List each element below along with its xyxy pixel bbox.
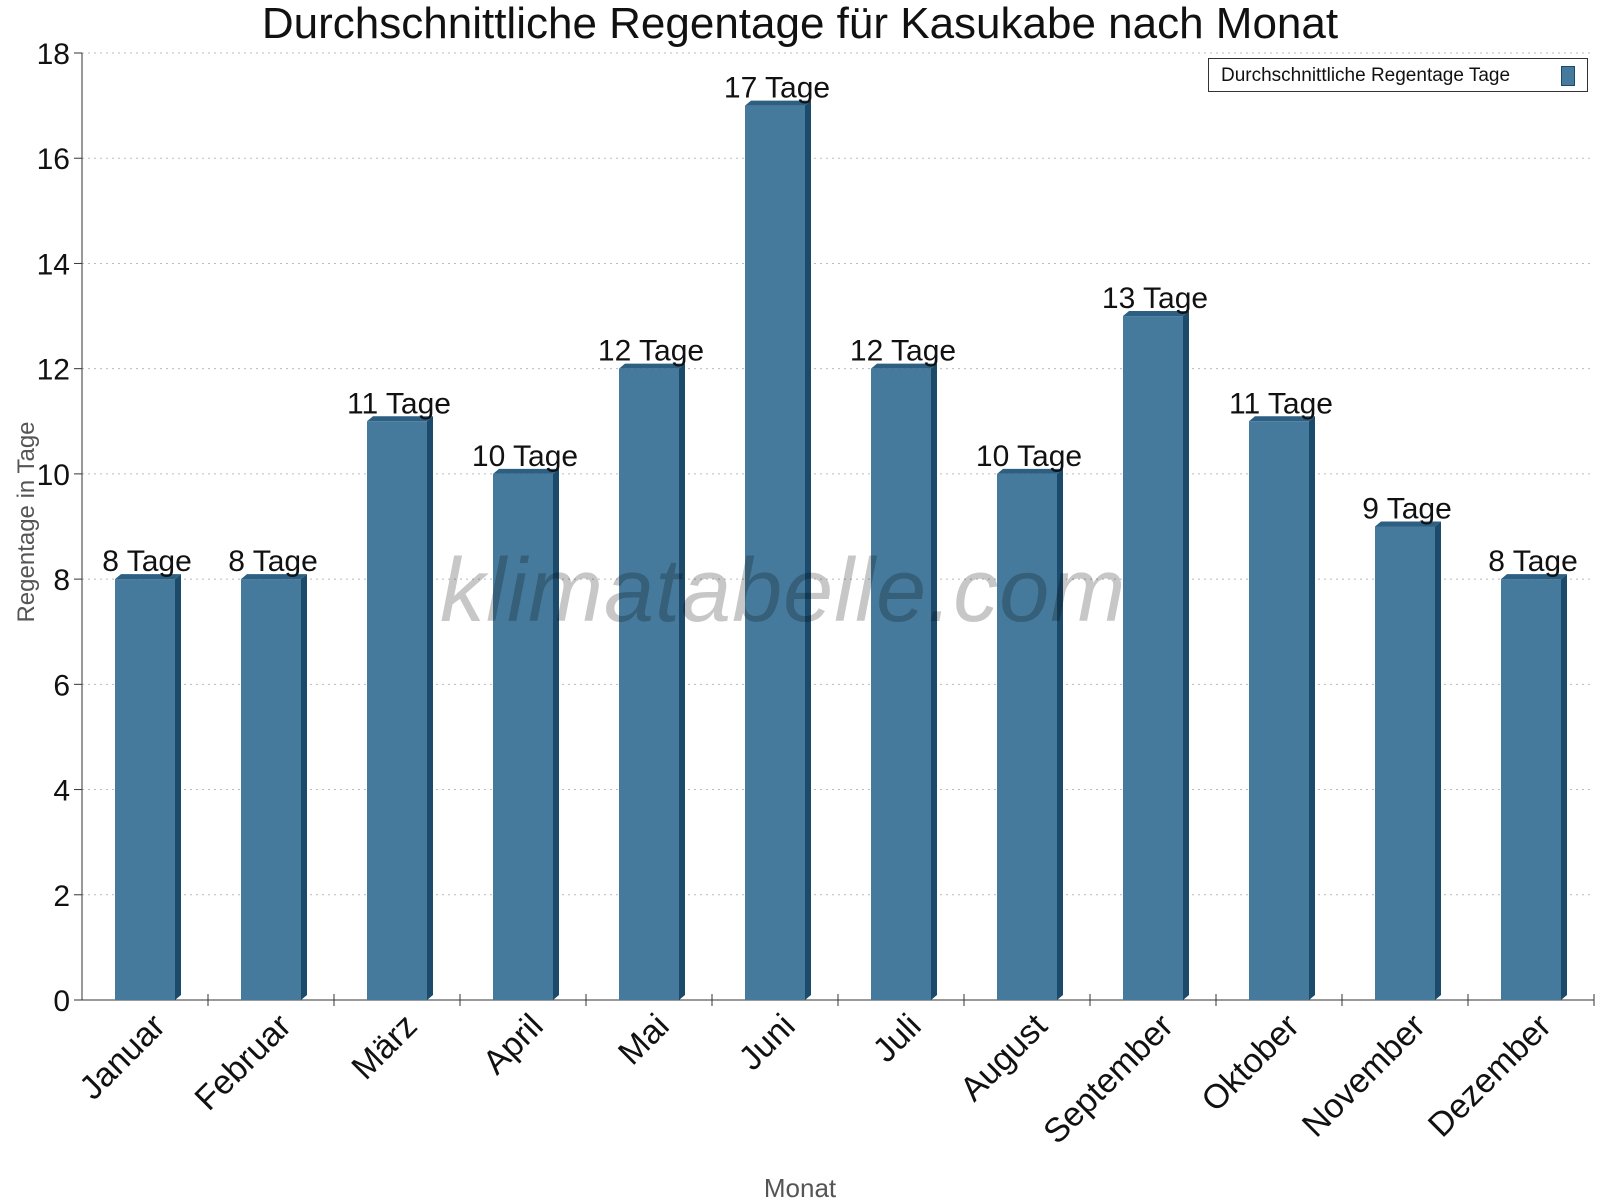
y-axis-title: Regentage in Tage <box>13 421 40 623</box>
bar-top <box>745 100 811 106</box>
x-tick-labels: Januar Februar März April Mai Juni Juli AugustS… <box>72 1006 1558 1151</box>
bar-april <box>493 468 559 1000</box>
bar-front <box>997 473 1057 1000</box>
data-label: 11 Tage <box>1229 387 1333 420</box>
bar-side <box>175 574 181 1000</box>
bar-top <box>1501 574 1567 580</box>
bar-top <box>997 468 1063 474</box>
bar-side <box>1309 416 1315 1000</box>
bar-märz <box>367 416 433 1000</box>
bar-front <box>367 421 427 1000</box>
data-label: 12 Tage <box>850 335 956 368</box>
x-tick-label: Juli <box>866 1007 929 1070</box>
bar-side <box>1057 468 1063 1000</box>
bar-side <box>805 100 811 1001</box>
bar-front <box>1249 421 1309 1000</box>
x-tick-label: Juni <box>732 1007 803 1078</box>
bar-side <box>1561 574 1567 1000</box>
x-tick-label: Februar <box>188 1007 299 1118</box>
bar-front <box>619 368 679 1001</box>
bar-side <box>301 574 307 1000</box>
x-tick-label: Mai <box>611 1007 677 1073</box>
bar-side <box>679 363 685 1001</box>
y-tick-label: 10 <box>37 459 70 492</box>
bar-oktober <box>1249 416 1315 1000</box>
y-tick-label: 12 <box>37 354 70 387</box>
bar-top <box>241 574 307 580</box>
bar-front <box>241 579 301 1000</box>
bar-top <box>115 574 181 580</box>
bar-top <box>1123 311 1189 317</box>
legend-label: Durchschnittliche Regentage Tage <box>1221 65 1511 86</box>
bar-juni <box>745 100 811 1001</box>
bar-side <box>1183 311 1189 1000</box>
bar-top <box>871 363 937 369</box>
y-tick-label: 8 <box>53 564 70 597</box>
x-tick-label: April <box>476 1007 551 1082</box>
y-tick-label: 14 <box>37 248 70 281</box>
bar-side <box>931 363 937 1001</box>
data-label: 13 Tage <box>1102 282 1208 315</box>
data-label: 9 Tage <box>1362 493 1452 526</box>
bar-top <box>1249 416 1315 422</box>
data-label: 10 Tage <box>976 440 1082 473</box>
bar-front <box>1501 579 1561 1000</box>
x-axis-title: Monat <box>763 1173 837 1203</box>
bar-front <box>493 473 553 1000</box>
y-tick-label: 18 <box>37 38 70 71</box>
bar-front <box>745 105 805 1001</box>
bar-side <box>553 468 559 1000</box>
legend-swatch <box>1561 66 1575 86</box>
bar-mai <box>619 363 685 1001</box>
grid-lines <box>82 52 1594 1001</box>
bar-august <box>997 468 1063 1000</box>
y-tick-label: 4 <box>53 775 70 808</box>
x-tick-label: Januar <box>72 1007 172 1107</box>
bar-front <box>115 579 175 1000</box>
bar-januar <box>115 574 181 1000</box>
y-tick-labels: 0 2 4 6 8 10 12 14 16 18 <box>37 38 70 1018</box>
bars <box>115 100 1567 1001</box>
y-tick-label: 6 <box>53 669 70 702</box>
y-tick-label: 16 <box>37 143 70 176</box>
bar-side <box>1435 521 1441 1000</box>
x-tick-label: September <box>1036 1007 1180 1151</box>
x-tick-label: Oktober <box>1194 1007 1306 1119</box>
chart-title: Durchschnittliche Regentage für Kasukabe… <box>261 0 1339 48</box>
watermark: klimatabelle.com <box>440 541 1127 641</box>
bar-top <box>1375 521 1441 527</box>
data-label: 8 Tage <box>228 545 318 578</box>
x-tick-label: Dezember <box>1421 1007 1559 1145</box>
bar-top <box>493 468 559 474</box>
x-tick-label: November <box>1295 1007 1433 1145</box>
bar-juli <box>871 363 937 1001</box>
bar-februar <box>241 574 307 1000</box>
x-tick-label: März <box>344 1007 424 1087</box>
data-label: 11 Tage <box>347 387 451 420</box>
bar-front <box>871 368 931 1001</box>
bar-top <box>619 363 685 369</box>
bar-top <box>367 416 433 422</box>
y-tick-label: 2 <box>53 880 70 913</box>
data-label: 12 Tage <box>598 335 704 368</box>
bar-november <box>1375 521 1441 1000</box>
data-label: 10 Tage <box>472 440 578 473</box>
legend: Durchschnittliche Regentage Tage <box>1208 58 1588 92</box>
data-labels: 8 Tage 8 Tage 11 Tage 10 Tage 12 Tage 17 Tage… <box>102 72 1578 578</box>
bar-september <box>1123 311 1189 1000</box>
y-tick-label: 0 <box>53 985 70 1018</box>
data-label: 17 Tage <box>724 72 830 105</box>
x-tick-label: August <box>953 1006 1055 1108</box>
data-label: 8 Tage <box>1488 545 1578 578</box>
bar-front <box>1375 526 1435 1000</box>
bar-front <box>1123 316 1183 1000</box>
axes <box>74 52 1595 1006</box>
data-label: 8 Tage <box>102 545 192 578</box>
bar-side <box>427 416 433 1000</box>
bar-dezember <box>1501 574 1567 1000</box>
